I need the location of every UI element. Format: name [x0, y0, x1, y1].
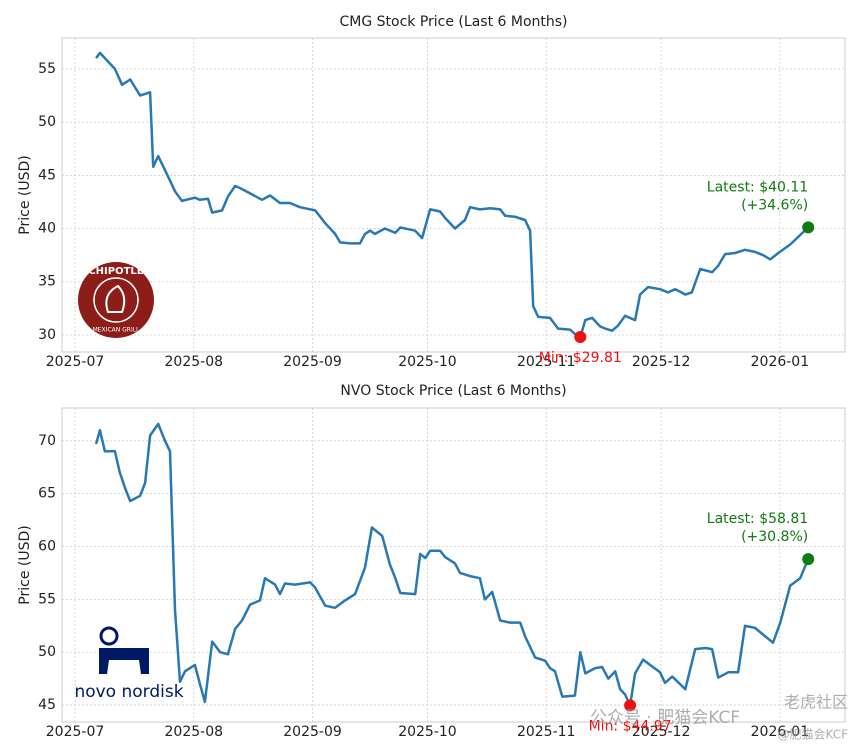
latest-annotation: Latest: $40.11: [707, 179, 808, 195]
chart-title: NVO Stock Price (Last 6 Months): [340, 383, 566, 399]
latest-marker: [802, 221, 815, 234]
y-tick-label: 45: [38, 167, 56, 183]
y-tick-label: 60: [38, 538, 56, 554]
y-tick-label: 35: [38, 274, 56, 290]
y-tick-label: 65: [38, 486, 56, 502]
logo-name: CHIPOTLE: [88, 266, 143, 277]
watermark: 公众号 · 肥猫会KCF: [590, 708, 740, 728]
x-tick-label: 2026-01: [751, 724, 810, 740]
y-tick-label: 45: [38, 697, 56, 713]
logo-subtitle: MEXICAN GRILL: [93, 327, 140, 334]
watermark: 老虎社区: [784, 693, 848, 712]
logo-badge: [78, 262, 154, 338]
x-tick-label: 2025-12: [632, 724, 691, 740]
x-tick-label: 2025-12: [632, 354, 691, 370]
x-tick-label: 2025-07: [46, 724, 105, 740]
x-tick-label: 2025-08: [165, 724, 224, 740]
logo-bull: [99, 648, 149, 674]
x-tick-label: 2025-09: [283, 724, 342, 740]
y-axis-label: Price (USD): [17, 525, 33, 604]
x-tick-label: 2025-11: [517, 354, 576, 370]
latest-annotation: (+30.8%): [741, 529, 808, 545]
y-tick-label: 70: [38, 433, 56, 449]
x-tick-label: 2025-07: [46, 354, 105, 370]
x-tick-label: 2025-08: [165, 354, 224, 370]
min-annotation: Min: $44.97: [589, 718, 672, 734]
x-tick-label: 2025-11: [517, 724, 576, 740]
min-marker: [574, 330, 587, 343]
logo-ring: [93, 277, 139, 323]
latest-marker: [802, 553, 815, 566]
x-tick-label: 2025-09: [283, 354, 342, 370]
latest-annotation: Latest: $58.81: [707, 511, 808, 527]
logo-pepper: [105, 284, 126, 313]
x-tick-label: 2026-01: [751, 354, 810, 370]
price-line: [94, 422, 810, 707]
chart-title: CMG Stock Price (Last 6 Months): [339, 14, 567, 30]
min-annotation: Min: $29.81: [539, 350, 622, 366]
price-line: [95, 51, 810, 339]
latest-annotation: (+34.6%): [741, 197, 808, 213]
y-tick-label: 30: [38, 327, 56, 343]
y-tick-label: 50: [38, 644, 56, 660]
logo-head: [99, 626, 119, 646]
x-tick-label: 2025-10: [398, 354, 457, 370]
y-tick-label: 50: [38, 114, 56, 130]
logo-name: novo nordisk: [74, 682, 183, 702]
watermark: @肥猫会KCF: [778, 728, 849, 742]
plot-frame: [61, 37, 846, 353]
plot-frame: [61, 407, 846, 723]
y-axis-label: Price (USD): [17, 155, 33, 234]
x-tick-label: 2025-10: [398, 724, 457, 740]
min-marker: [624, 699, 637, 712]
y-tick-label: 40: [38, 221, 56, 237]
y-tick-label: 55: [38, 591, 56, 607]
y-tick-label: 55: [38, 61, 56, 77]
